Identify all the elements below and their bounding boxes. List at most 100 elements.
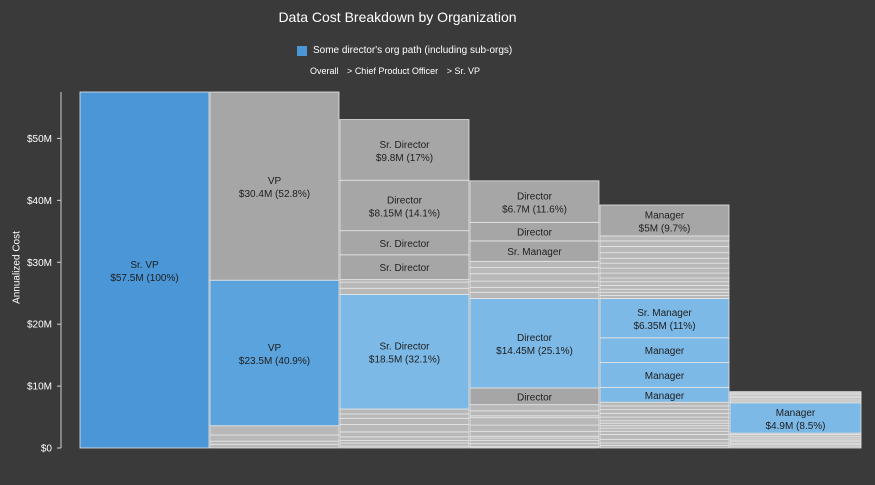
segment-value-label: $18.5M (32.1%)	[369, 355, 440, 366]
segment-unlabeled	[599, 267, 730, 274]
legend: Some director's org path (including sub-…	[297, 45, 512, 56]
segment-unlabeled	[469, 291, 600, 299]
y-tick-label: $20M	[27, 320, 52, 331]
y-tick-label: $0	[41, 444, 53, 455]
segment-label: Manager	[645, 210, 685, 221]
segment-unlabeled	[599, 433, 730, 440]
segment-sr-vp	[79, 91, 210, 449]
segment-unlabeled	[599, 262, 730, 269]
breadcrumb-sr-vp[interactable]: Sr. VP	[454, 66, 480, 76]
segment-unlabeled	[469, 410, 600, 417]
legend-swatch	[297, 45, 307, 56]
segment-value-label: $23.5M (40.9%)	[239, 356, 310, 367]
segment-value-label: $6.7M (11.6%)	[502, 205, 567, 216]
segment-label: Sr. Director	[379, 263, 430, 274]
segment-unlabeled	[339, 287, 470, 295]
segment-unlabeled	[599, 416, 730, 422]
breadcrumb: Overall > Chief Product Officer > Sr. VP	[310, 66, 480, 76]
segment-director	[469, 180, 600, 223]
segment-label: Manager	[645, 391, 685, 402]
segment-unlabeled	[209, 440, 340, 445]
segment-label: Director	[517, 192, 553, 203]
y-tick-label: $10M	[27, 382, 52, 393]
segment-value-label: $9.8M (17%)	[376, 153, 433, 164]
segment-unlabeled	[599, 294, 730, 299]
segment-value-label: $30.4M (52.8%)	[239, 189, 310, 200]
segment-label: VP	[268, 343, 282, 354]
segment-unlabeled	[599, 281, 730, 286]
segment-manager	[599, 204, 730, 237]
segment-unlabeled	[599, 252, 730, 259]
segment-label: Director	[387, 195, 423, 206]
segment-unlabeled	[209, 434, 340, 442]
segment-unlabeled	[469, 430, 600, 437]
segment-unlabeled	[469, 417, 600, 426]
segment-label: Sr. Director	[379, 342, 430, 353]
segment-value-label: $6.35M (11%)	[633, 321, 695, 332]
segment-value-label: $14.45M (25.1%)	[496, 346, 573, 357]
segment-unlabeled	[209, 425, 340, 436]
segment-manager	[599, 362, 730, 388]
segment-unlabeled	[469, 440, 600, 445]
segment-unlabeled	[339, 413, 470, 419]
segment-value-label: $57.5M (100%)	[110, 273, 178, 284]
segment-unlabeled	[339, 431, 470, 438]
segment-label: Manager	[645, 371, 685, 382]
segment-label: Sr. VP	[130, 260, 159, 271]
segment-unlabeled	[469, 286, 600, 293]
segment-unlabeled	[599, 285, 730, 290]
segment-sr-director	[339, 254, 470, 280]
segment-unlabeled	[599, 412, 730, 418]
segment-value-label: $4.9M (8.5%)	[765, 421, 825, 432]
segment-unlabeled	[339, 424, 470, 433]
legend-label: Some director's org path (including sub-…	[313, 45, 513, 56]
segment-unlabeled	[599, 277, 730, 283]
breadcrumb-chief-product-officer[interactable]: Chief Product Officer	[354, 66, 439, 76]
segment-unlabeled	[469, 280, 600, 288]
chart-title: Data Cost Breakdown by Organization	[278, 9, 517, 25]
segment-sr-director	[339, 230, 470, 256]
segment-label: Director	[517, 228, 553, 239]
segment-unlabeled	[469, 443, 600, 448]
breadcrumb-separator: >	[446, 66, 452, 76]
y-tick-label: $50M	[27, 134, 52, 145]
segment-unlabeled	[599, 427, 730, 432]
y-tick-label: $30M	[27, 258, 52, 269]
segment-unlabeled	[339, 408, 470, 415]
segment-unlabeled	[599, 438, 730, 444]
segment-label: Sr. Manager	[507, 247, 562, 258]
segment-value-label: $8.15M (14.1%)	[369, 208, 440, 219]
segment-vp	[209, 91, 340, 281]
segment-unlabeled	[339, 442, 470, 447]
segment-unlabeled	[339, 436, 470, 441]
segment-unlabeled	[209, 443, 340, 449]
segment-unlabeled	[339, 417, 470, 425]
breadcrumb-separator: >	[347, 66, 353, 76]
segment-unlabeled	[469, 260, 600, 268]
segment-unlabeled	[469, 267, 600, 275]
segment-unlabeled	[339, 281, 470, 289]
segment-unlabeled	[469, 273, 600, 282]
segment-label: Director	[517, 392, 553, 403]
segment-unlabeled	[599, 291, 730, 296]
segment-value-label: $5M (9.7%)	[639, 223, 691, 234]
segment-label: Sr. Director	[379, 239, 430, 250]
segment-unlabeled	[599, 288, 730, 293]
segment-sr-director	[339, 294, 470, 410]
segment-unlabeled	[599, 240, 730, 247]
segment-sr-director	[339, 119, 470, 181]
segment-unlabeled	[599, 272, 730, 279]
segment-label: Manager	[645, 346, 685, 357]
segment-unlabeled	[469, 404, 600, 412]
segment-label: Manager	[776, 408, 816, 419]
segment-label: Sr. Manager	[637, 308, 692, 319]
y-tick-label: $40M	[27, 196, 52, 207]
segment-vp	[209, 279, 340, 427]
breadcrumb-overall[interactable]: Overall	[310, 66, 339, 76]
segment-director	[339, 179, 470, 232]
segment-sr-manager	[599, 298, 730, 339]
segment-unlabeled	[599, 401, 730, 407]
segment-unlabeled	[599, 257, 730, 264]
segment-manager	[599, 337, 730, 363]
